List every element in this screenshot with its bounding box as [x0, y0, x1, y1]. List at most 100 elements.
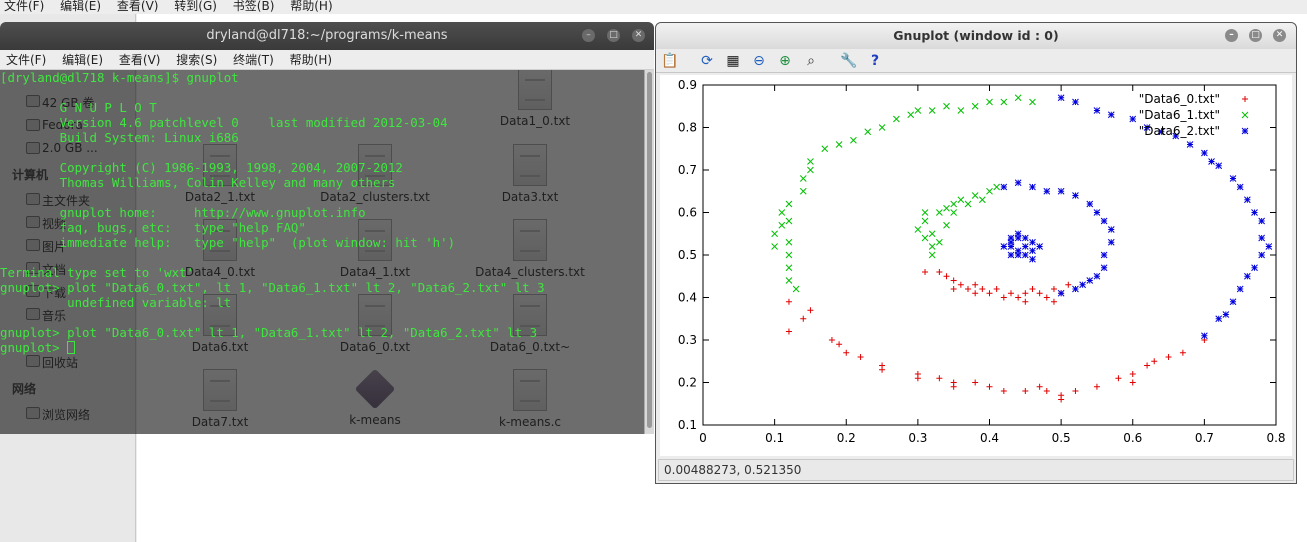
autoscale-icon[interactable]: ⌕	[807, 53, 815, 69]
plot-canvas[interactable]: 0 0.1 0.2 0.3 0.4 0.5 0.6 0.7 0.8 0.1 0.2 0.3 0.4 0.5…	[660, 75, 1292, 456]
data-point	[835, 141, 843, 148]
data-point	[957, 281, 964, 288]
data-point	[785, 200, 793, 208]
data-point	[1072, 192, 1079, 199]
close-button[interactable]: ✕	[1273, 29, 1286, 42]
data-point	[1057, 187, 1065, 195]
data-point	[1029, 255, 1036, 263]
fm-menu-go[interactable]: 转到(G)	[174, 0, 217, 13]
gnuplot-window: Gnuplot (window id : 0) – □ ✕ 📋 ⟳ ▦ ⊖ ⊕ …	[655, 22, 1297, 484]
mouse-coordinates: 0.00488273, 0.521350	[664, 463, 802, 477]
term-menu-file[interactable]: 文件(F)	[6, 53, 47, 67]
terminal-line: gnuplot> plot "Data6_0.txt" lt 1, "Data6…	[0, 325, 538, 340]
data-point	[1215, 315, 1223, 323]
terminal-scrollbar[interactable]	[644, 70, 654, 434]
data-point	[1093, 107, 1101, 114]
data-point	[1021, 234, 1029, 242]
terminal-line: immediate help: type "help" (plot window…	[0, 235, 456, 250]
data-point	[785, 238, 793, 246]
data-point	[1201, 332, 1208, 340]
data-point	[986, 187, 993, 195]
data-point	[807, 307, 814, 314]
zoom-previous-icon[interactable]: ⊖	[753, 53, 765, 69]
terminal-titlebar[interactable]: dryland@dl718:~/programs/k-means – □ ✕	[0, 22, 654, 50]
data-point	[1036, 243, 1043, 250]
term-menu-search[interactable]: 搜索(S)	[176, 53, 218, 67]
data-point	[993, 286, 1000, 292]
minimize-button[interactable]: –	[582, 29, 595, 42]
data-point	[785, 264, 793, 272]
data-point	[1179, 349, 1186, 356]
config-icon[interactable]: 🔧	[840, 53, 858, 69]
fm-menu-help[interactable]: 帮助(H)	[290, 0, 333, 13]
data-point	[1222, 311, 1230, 318]
terminal-menubar: 文件(F) 编辑(E) 查看(V) 搜索(S) 终端(T) 帮助(H)	[0, 50, 654, 70]
data-point	[921, 217, 929, 225]
data-point	[1115, 375, 1122, 382]
data-point	[979, 286, 986, 292]
data-point	[943, 273, 950, 280]
data-point	[921, 234, 929, 242]
y-tick-label: 0.7	[678, 163, 697, 177]
scrollbar-thumb[interactable]	[647, 72, 652, 428]
data-point	[1029, 98, 1036, 106]
data-point	[1158, 128, 1165, 136]
minimize-button[interactable]: –	[1225, 29, 1238, 42]
data-point	[986, 383, 993, 390]
terminal-line	[0, 85, 644, 100]
terminal-line: [dryland@dl718 k-means]$ gnuplot	[0, 70, 239, 85]
data-point	[1000, 183, 1008, 191]
data-point	[1236, 285, 1244, 293]
data-point	[893, 115, 900, 123]
data-point	[843, 349, 850, 356]
data-point	[836, 341, 843, 348]
data-point	[965, 286, 972, 292]
x-tick-label: 0.8	[1266, 431, 1285, 445]
x-tick-label: 0.6	[1123, 431, 1142, 445]
data-point	[1093, 383, 1100, 390]
term-menu-edit[interactable]: 编辑(E)	[62, 53, 104, 67]
gnuplot-titlebar[interactable]: Gnuplot (window id : 0) – □ ✕	[656, 23, 1296, 49]
data-point	[922, 269, 929, 275]
y-tick-label: 0.6	[678, 206, 697, 220]
y-tick-label: 0.3	[678, 333, 697, 347]
data-point	[936, 375, 943, 382]
fm-menu-view[interactable]: 查看(V)	[116, 0, 159, 13]
data-point	[1014, 179, 1022, 187]
data-point	[1151, 358, 1158, 365]
term-menu-help[interactable]: 帮助(H)	[289, 53, 333, 67]
fm-menu-file[interactable]: 文件(F)	[4, 0, 45, 13]
terminal-line	[0, 145, 644, 160]
gnuplot-statusbar: 0.00488273, 0.521350	[658, 459, 1294, 481]
data-point	[1000, 388, 1007, 394]
grid-icon[interactable]: ▦	[726, 53, 740, 69]
data-point	[1086, 277, 1094, 284]
data-point	[1143, 124, 1151, 131]
fm-menu-bookmarks[interactable]: 书签(B)	[232, 0, 275, 13]
term-menu-terminal[interactable]: 终端(T)	[233, 53, 274, 67]
help-icon[interactable]: ?	[870, 53, 880, 69]
data-point	[1186, 141, 1194, 148]
data-point	[1014, 94, 1022, 102]
data-point	[778, 209, 786, 216]
legend-marker	[1242, 96, 1248, 102]
terminal-output[interactable]: [dryland@dl718 k-means]$ gnuplot G N U P…	[0, 70, 644, 434]
data-point	[1022, 290, 1029, 297]
fm-menu-edit[interactable]: 编辑(E)	[60, 0, 102, 13]
copy-clipboard-icon[interactable]: 📋	[661, 53, 679, 69]
data-point	[828, 337, 835, 343]
replot-icon[interactable]: ⟳	[701, 53, 713, 69]
maximize-button[interactable]: □	[1249, 29, 1262, 42]
data-point	[943, 221, 950, 229]
close-button[interactable]: ✕	[632, 29, 645, 42]
term-menu-view[interactable]: 查看(V)	[118, 53, 161, 67]
data-point	[1107, 226, 1115, 233]
data-point	[1036, 290, 1043, 297]
data-point	[986, 98, 993, 106]
data-point	[1100, 217, 1108, 225]
data-point	[957, 196, 965, 204]
data-point	[1236, 183, 1244, 191]
maximize-button[interactable]: □	[607, 29, 620, 42]
terminal-line: gnuplot home: http://www.gnuplot.info	[0, 205, 366, 220]
zoom-next-icon[interactable]: ⊕	[779, 53, 791, 69]
